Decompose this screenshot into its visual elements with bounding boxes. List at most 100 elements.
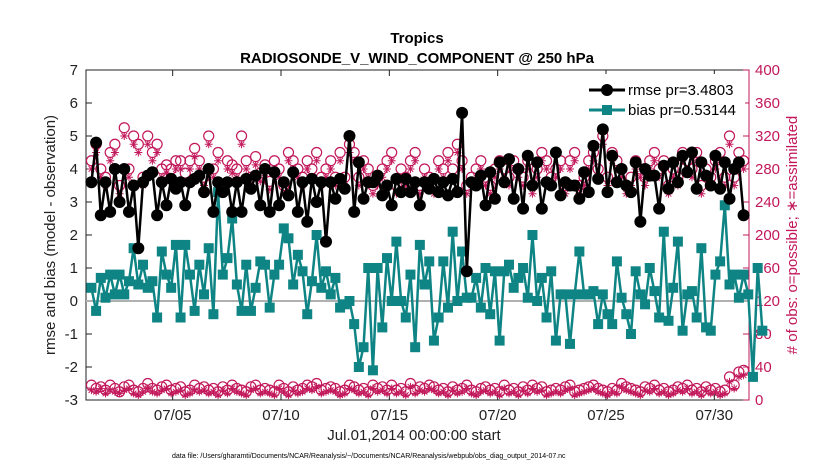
obs-assimilated-point [124, 384, 133, 393]
footnote: data file: /Users/gharamti/Documents/NCA… [172, 453, 566, 460]
rmse-point [352, 156, 365, 169]
bias-point [180, 239, 191, 250]
asterisk-stroke [111, 149, 119, 156]
rmse-point [151, 209, 164, 222]
bias-point [489, 266, 500, 277]
rmse-point [409, 176, 422, 189]
bias-point [729, 269, 740, 280]
asterisk-stroke [627, 388, 635, 395]
bias-point [433, 312, 444, 323]
asterisk-stroke [388, 157, 395, 164]
asterisk-stroke [285, 391, 292, 399]
bias-point [377, 322, 388, 333]
rmse-point [700, 169, 713, 182]
rmse-point [160, 199, 173, 212]
obs-assimilated-point [251, 160, 260, 169]
obs-assimilated-point [214, 156, 223, 165]
asterisk-stroke [449, 386, 456, 394]
rmse-point [714, 182, 727, 195]
y2-tick-label: 0 [755, 392, 763, 409]
bias-point [386, 296, 397, 306]
rmse-point [657, 159, 670, 172]
rmse-point [174, 176, 187, 189]
rmse-point [315, 176, 328, 189]
obs-assimilated-point [636, 391, 645, 400]
asterisk-stroke [365, 391, 372, 399]
asterisk-stroke [139, 388, 147, 395]
rmse-point [549, 146, 562, 159]
obs-assimilated-point [124, 173, 133, 182]
bias-point [719, 200, 730, 211]
bias-point [522, 292, 533, 303]
rmse-point [376, 189, 389, 202]
rmse-point [240, 172, 253, 185]
obs-assimilated-point [528, 384, 537, 393]
asterisk-stroke [412, 390, 419, 397]
asterisk-stroke [191, 386, 198, 394]
asterisk-stroke [360, 388, 367, 395]
bias-point [236, 305, 247, 316]
obs-assimilated-point [190, 152, 199, 161]
obs-assimilated-point [106, 156, 115, 165]
rmse-point [395, 186, 408, 199]
bias-point [142, 282, 153, 293]
legend: rmse pr=3.4803 bias pr=0.53144 [585, 74, 745, 122]
y-tick-label: 6 [70, 95, 78, 112]
rmse-point [277, 176, 290, 189]
rmse-point [127, 179, 140, 192]
asterisk-stroke [163, 169, 170, 177]
asterisk-stroke [238, 141, 245, 148]
obs-assimilated-point [411, 389, 420, 398]
y-tick-label: 1 [70, 260, 78, 277]
obs-assimilated-point [720, 389, 729, 398]
bias-point [494, 335, 505, 346]
asterisk-stroke [651, 385, 658, 392]
asterisk-stroke [524, 390, 531, 397]
asterisk-stroke [116, 390, 123, 397]
obs-assimilated-point [678, 387, 687, 396]
bias-point [560, 289, 571, 300]
bias-point [424, 256, 435, 267]
asterisk-stroke [702, 386, 710, 394]
asterisk-stroke [144, 141, 151, 148]
bias-point [208, 309, 219, 320]
bias-point [654, 312, 665, 323]
y-tick-label: 5 [70, 128, 78, 145]
asterisk-stroke [379, 386, 386, 394]
asterisk-stroke [97, 385, 104, 392]
bias-point [203, 243, 214, 254]
bias-point [123, 276, 134, 287]
bias-point [222, 253, 233, 264]
obs-assimilated-point [359, 387, 368, 396]
obs-assimilated-point [697, 391, 706, 400]
bias-point [738, 269, 749, 280]
obs-assimilated-point [523, 389, 532, 398]
bias-point [550, 335, 561, 346]
legend-bias-label: bias pr=0.53144 [628, 102, 736, 119]
asterisk-stroke [440, 388, 447, 395]
obs-assimilated-point [519, 386, 528, 395]
obs-assimilated-point [331, 387, 340, 396]
rmse-point [399, 172, 412, 185]
asterisk-stroke [177, 386, 184, 394]
rmse-point [263, 205, 276, 218]
bias-point [536, 272, 547, 283]
bias-point [649, 286, 660, 297]
bias-point [611, 256, 622, 267]
rmse-point [99, 176, 112, 189]
y2-axis-label: # of obs: o=possible; ∗=assimilated [784, 116, 801, 355]
rmse-point [596, 123, 609, 136]
asterisk-stroke [233, 388, 241, 395]
y-tick-label: -2 [65, 359, 78, 376]
obs-assimilated-point [171, 165, 180, 173]
bias-point [485, 309, 496, 320]
obs-assimilated-point [387, 384, 396, 393]
rmse-point [282, 189, 295, 202]
asterisk-stroke [660, 388, 667, 395]
rmse-point [301, 215, 314, 228]
obs-assimilated-point [443, 156, 452, 165]
bias-point [114, 269, 125, 280]
rmse-point [493, 156, 506, 169]
bias-point [569, 289, 580, 300]
